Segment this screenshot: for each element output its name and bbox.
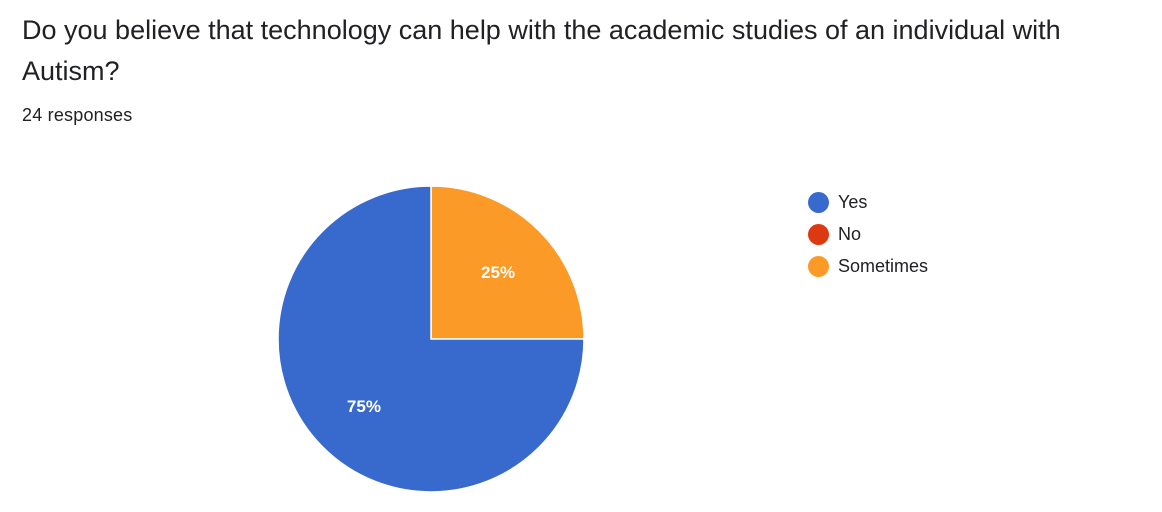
- pie-slice-sometimes[interactable]: [430, 185, 585, 340]
- legend-item-sometimes[interactable]: Sometimes: [808, 250, 928, 282]
- pie-label-sometimes: 25%: [481, 263, 515, 282]
- question-title: Do you believe that technology can help …: [22, 15, 1061, 86]
- legend-swatch-sometimes: [808, 255, 829, 277]
- legend-label-no: No: [838, 223, 862, 244]
- legend-swatch-no: [808, 223, 829, 245]
- legend-label-sometimes: Sometimes: [838, 255, 929, 276]
- legend-item-yes[interactable]: Yes: [808, 186, 928, 218]
- legend-item-no[interactable]: No: [808, 218, 928, 250]
- pie-label-yes: 75%: [347, 397, 381, 416]
- pie-slice-yes[interactable]: [277, 185, 585, 493]
- response-count: 24 responses: [22, 105, 133, 125]
- legend-swatch-yes: [808, 191, 829, 213]
- chart-legend: Yes No Sometimes: [808, 186, 928, 282]
- legend-label-yes: Yes: [838, 191, 868, 212]
